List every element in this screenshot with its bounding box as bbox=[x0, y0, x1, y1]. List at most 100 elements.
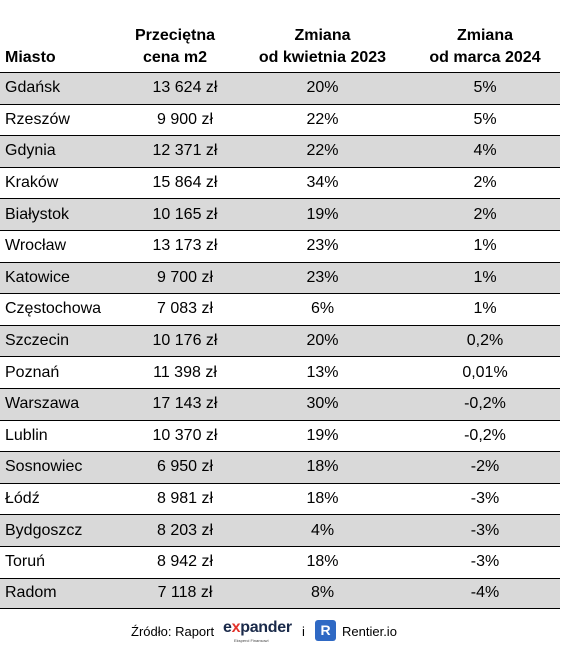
city-cell: Katowice bbox=[5, 268, 70, 286]
city-cell: Bydgoszcz bbox=[5, 521, 83, 539]
change-2023-cell: 20% bbox=[306, 332, 339, 350]
change-2024-cell: 5% bbox=[473, 110, 497, 128]
expander-logo-e: e bbox=[223, 619, 232, 636]
change-2023-cell: 4% bbox=[310, 521, 335, 539]
city-cell: Rzeszów bbox=[5, 110, 70, 128]
price-cell: 15 864 zł bbox=[152, 174, 218, 192]
price-cell: 8 203 zł bbox=[156, 521, 214, 539]
header-change-2023-line-2: od kwietnia 2023 bbox=[258, 49, 387, 66]
city-cell: Radom bbox=[5, 584, 57, 602]
change-2023-cell: 13% bbox=[306, 363, 339, 381]
price-cell: 11 398 zł bbox=[153, 363, 217, 381]
city-cell: Sosnowiec bbox=[5, 458, 83, 476]
table-header: Miasto Przeciętna cena m2 Zmiana od kwie… bbox=[0, 0, 560, 72]
table-row: Łódź 8 981 zł 18% -3% bbox=[0, 482, 560, 515]
price-cell: 8 981 zł bbox=[156, 490, 214, 508]
header-price-line-2: cena m2 bbox=[142, 49, 208, 66]
price-cell: 9 700 zł bbox=[156, 268, 214, 286]
change-2024-cell: -4% bbox=[470, 584, 500, 602]
city-cell: Poznań bbox=[5, 363, 60, 381]
change-2024-cell: -3% bbox=[470, 553, 500, 571]
table-row: Toruń 8 942 zł 18% -3% bbox=[0, 545, 560, 578]
price-cell: 9 900 zł bbox=[156, 110, 214, 128]
price-cell: 8 942 zł bbox=[156, 553, 214, 571]
header-change-2024: Zmiana od marca 2024 bbox=[410, 25, 560, 69]
change-2024-cell: 2% bbox=[473, 174, 497, 192]
expander-tagline: Eksperci Finansowi bbox=[234, 638, 269, 643]
table-row: Warszawa 17 143 zł 30% -0,2% bbox=[0, 387, 560, 420]
table-row: Poznań 11 398 zł 13% 0,01% bbox=[0, 356, 560, 388]
change-2024-cell: -2% bbox=[470, 458, 500, 476]
change-2023-cell: 20% bbox=[306, 79, 339, 97]
price-cell: 10 176 zł bbox=[152, 332, 218, 350]
table-body: Gdańsk 13 624 zł 20% 5% Rzeszów 9 900 zł 22% 5%… bbox=[0, 72, 560, 610]
change-2023-cell: 30% bbox=[306, 395, 339, 413]
city-cell: Toruń bbox=[5, 553, 46, 571]
price-cell: 10 165 zł bbox=[152, 205, 218, 223]
price-cell: 10 370 zł bbox=[152, 426, 218, 444]
table-row: Sosnowiec 6 950 zł 18% -2% bbox=[0, 451, 560, 483]
price-table: Miasto Przeciętna cena m2 Zmiana od kwie… bbox=[0, 0, 560, 610]
expander-logo-x: x bbox=[231, 619, 241, 636]
expander-logo: expander bbox=[223, 619, 292, 637]
price-cell: 17 143 zł bbox=[152, 395, 218, 413]
table-row: Białystok 10 165 zł 19% 2% bbox=[0, 198, 560, 230]
rentier-logo-icon: R bbox=[315, 620, 336, 641]
city-cell: Kraków bbox=[5, 174, 59, 192]
header-price-line-1: Przeciętna bbox=[134, 27, 216, 44]
price-cell: 13 624 zł bbox=[152, 79, 218, 97]
city-cell: Gdynia bbox=[5, 142, 56, 160]
change-2023-cell: 23% bbox=[306, 268, 339, 286]
price-cell: 7 118 zł bbox=[157, 584, 213, 602]
city-cell: Gdańsk bbox=[5, 79, 61, 97]
table-row: Rzeszów 9 900 zł 22% 5% bbox=[0, 103, 560, 136]
change-2024-cell: -0,2% bbox=[464, 426, 506, 444]
rentier-name: Rentier.io bbox=[342, 624, 397, 639]
table-row: Katowice 9 700 zł 23% 1% bbox=[0, 261, 560, 294]
change-2024-cell: 1% bbox=[473, 237, 497, 255]
table-row: Lublin 10 370 zł 19% -0,2% bbox=[0, 419, 560, 452]
change-2024-cell: -3% bbox=[470, 490, 500, 508]
header-change-2023-line-1: Zmiana bbox=[294, 27, 351, 44]
table-row: Kraków 15 864 zł 34% 2% bbox=[0, 166, 560, 199]
source-label: Źródło: Raport bbox=[131, 624, 215, 639]
price-cell: 6 950 zł bbox=[156, 458, 214, 476]
change-2024-cell: 1% bbox=[473, 300, 497, 318]
change-2024-cell: 1% bbox=[473, 268, 497, 286]
change-2024-cell: 4% bbox=[473, 142, 497, 160]
city-cell: Łódź bbox=[5, 490, 40, 508]
change-2023-cell: 34% bbox=[306, 174, 339, 192]
change-2023-cell: 18% bbox=[306, 490, 339, 508]
change-2024-cell: -0,2% bbox=[464, 395, 506, 413]
table-row: Częstochowa 7 083 zł 6% 1% bbox=[0, 293, 560, 325]
price-cell: 7 083 zł bbox=[156, 300, 214, 318]
source-footer: Źródło: Raport expander Eksperci Finanso… bbox=[0, 619, 564, 645]
city-cell: Szczecin bbox=[5, 332, 70, 350]
table-row: Bydgoszcz 8 203 zł 4% -3% bbox=[0, 514, 560, 546]
city-cell: Warszawa bbox=[5, 395, 80, 413]
table-row: Gdynia 12 371 zł 22% 4% bbox=[0, 135, 560, 167]
change-2024-cell: 2% bbox=[473, 205, 497, 223]
table-row: Szczecin 10 176 zł 20% 0,2% bbox=[0, 324, 560, 357]
change-2024-cell: -3% bbox=[470, 521, 500, 539]
header-change-2023: Zmiana od kwietnia 2023 bbox=[245, 25, 400, 69]
change-2024-cell: 5% bbox=[473, 79, 497, 97]
change-2023-cell: 8% bbox=[310, 584, 335, 602]
table-row: Radom 7 118 zł 8% -4% bbox=[0, 577, 560, 610]
price-cell: 12 371 zł bbox=[152, 142, 218, 160]
source-and: i bbox=[302, 624, 305, 639]
city-cell: Wrocław bbox=[5, 237, 67, 255]
header-change-2024-line-2: od marca 2024 bbox=[429, 49, 541, 66]
change-2023-cell: 18% bbox=[306, 458, 339, 476]
change-2024-cell: 0,01% bbox=[462, 363, 508, 381]
header-change-2024-line-1: Zmiana bbox=[456, 27, 513, 44]
header-miasto: Miasto bbox=[5, 47, 125, 69]
city-cell: Lublin bbox=[5, 426, 48, 444]
table-row: Wrocław 13 173 zł 23% 1% bbox=[0, 229, 560, 262]
header-price: Przeciętna cena m2 bbox=[115, 25, 235, 69]
header-miasto-line-1: Miasto bbox=[5, 49, 56, 66]
change-2023-cell: 19% bbox=[306, 426, 339, 444]
change-2023-cell: 22% bbox=[306, 142, 339, 160]
change-2024-cell: 0,2% bbox=[466, 332, 504, 350]
change-2023-cell: 6% bbox=[310, 300, 335, 318]
